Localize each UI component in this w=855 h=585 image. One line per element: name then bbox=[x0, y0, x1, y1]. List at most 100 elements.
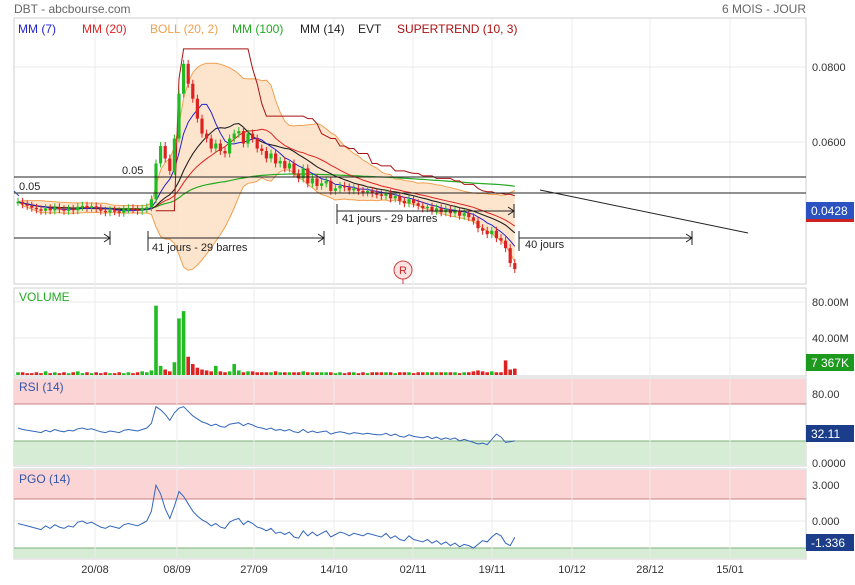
volume-bar bbox=[278, 372, 282, 375]
candle-body bbox=[375, 193, 379, 195]
candle-body bbox=[126, 208, 130, 210]
trend-line[interactable] bbox=[539, 189, 749, 234]
volume-bar bbox=[122, 373, 126, 375]
pgo-path bbox=[17, 483, 516, 549]
candle-body bbox=[108, 210, 112, 213]
rsi-tick-2: 0.0000 bbox=[812, 458, 846, 470]
x-tick-label: 15/01 bbox=[716, 564, 744, 576]
volume-bar bbox=[181, 311, 186, 375]
candle-body bbox=[393, 195, 397, 199]
candle-body bbox=[186, 63, 190, 84]
period-label[interactable]: 6 MOIS - JOUR bbox=[722, 2, 806, 16]
rsi-line bbox=[17, 405, 515, 446]
x-tick-label: 27/09 bbox=[240, 564, 268, 576]
cycle-annotation-2[interactable] bbox=[147, 231, 325, 251]
volume-bar bbox=[30, 373, 34, 375]
candle-body bbox=[94, 206, 98, 209]
volume-bar bbox=[499, 372, 503, 375]
candle-body bbox=[370, 190, 374, 194]
volume-bar bbox=[333, 373, 338, 375]
candle-body bbox=[513, 263, 517, 270]
cycle-annotation-3[interactable] bbox=[336, 204, 515, 224]
candle-body bbox=[274, 153, 278, 164]
candle-body bbox=[159, 146, 163, 164]
x-tick-label: 10/12 bbox=[558, 564, 586, 576]
volume-bar bbox=[177, 318, 181, 375]
candle-body bbox=[39, 209, 43, 211]
volume-bar bbox=[145, 372, 149, 375]
volume-bar bbox=[20, 372, 25, 375]
volume-bar bbox=[43, 371, 48, 375]
candle-body bbox=[90, 206, 94, 208]
x-tick-label: 08/09 bbox=[163, 564, 191, 576]
volume-bar bbox=[172, 362, 177, 375]
candle-body bbox=[490, 230, 494, 235]
legend-item: SUPERTREND (10, 3) bbox=[397, 22, 517, 36]
candle-body bbox=[476, 220, 480, 229]
x-tick-label: 28/12 bbox=[636, 564, 664, 576]
candle-body bbox=[246, 133, 250, 144]
candle-body bbox=[149, 199, 153, 208]
candle-body bbox=[48, 208, 52, 211]
r-marker[interactable]: R bbox=[393, 260, 413, 284]
candle-body bbox=[315, 178, 319, 186]
volume-bars bbox=[16, 305, 517, 375]
cycle-annotation-1[interactable] bbox=[14, 231, 111, 245]
candle-body bbox=[301, 168, 305, 179]
pgo-overbought-zone bbox=[14, 470, 806, 499]
volume-bar bbox=[99, 373, 103, 375]
volume-bar bbox=[462, 372, 466, 375]
price-current: 0.0428 bbox=[811, 204, 848, 218]
volume-bar bbox=[287, 372, 292, 375]
candle-body bbox=[264, 151, 268, 159]
volume-current: 7 367K bbox=[811, 356, 849, 370]
candle-body bbox=[379, 194, 383, 196]
price-tick-2: 0.0600 bbox=[812, 137, 846, 149]
cycle-label-2: 41 jours - 29 barres bbox=[342, 213, 438, 225]
r-marker-label: R bbox=[399, 265, 407, 277]
volume-bar bbox=[448, 372, 453, 375]
candle-body bbox=[384, 193, 388, 196]
volume-bar bbox=[476, 370, 480, 375]
candle-body bbox=[366, 190, 370, 193]
volume-bar bbox=[204, 370, 209, 375]
legend-item: MM (7) bbox=[18, 22, 56, 36]
candle-body bbox=[320, 183, 324, 186]
volume-bar bbox=[195, 367, 200, 375]
candle-body bbox=[269, 153, 273, 159]
candle-body bbox=[154, 163, 158, 200]
pgo-oversold-zone bbox=[14, 548, 806, 558]
candle-body bbox=[283, 160, 287, 169]
candle-body bbox=[103, 210, 107, 213]
pgo-current-badge bbox=[806, 534, 854, 551]
volume-bar bbox=[34, 372, 39, 375]
volume-bar bbox=[292, 372, 296, 375]
volume-bar bbox=[53, 372, 57, 375]
volume-bar bbox=[296, 372, 301, 375]
volume-bar bbox=[57, 373, 62, 375]
candle-body bbox=[21, 201, 25, 205]
candle-body bbox=[343, 185, 347, 188]
volume-bar bbox=[66, 373, 71, 375]
rsi-current: 32.11 bbox=[811, 427, 840, 441]
candle-body bbox=[255, 138, 259, 149]
volume-bar bbox=[347, 372, 351, 375]
pgo-tick-1: 3.000 bbox=[812, 480, 840, 492]
volume-bar bbox=[149, 370, 154, 375]
legend-item: EVT bbox=[358, 22, 382, 36]
volume-bar bbox=[131, 373, 135, 375]
volume-bar bbox=[503, 360, 508, 375]
candle-body bbox=[76, 206, 80, 211]
candle-body bbox=[251, 133, 255, 139]
bollinger-fill bbox=[18, 63, 515, 271]
volume-current-badge bbox=[806, 354, 854, 371]
candle-body bbox=[485, 230, 489, 235]
cycle-label-1: 41 jours - 29 barres bbox=[152, 242, 248, 254]
rsi-tick-1: 80.00 bbox=[812, 389, 840, 401]
legend-item: MM (100) bbox=[232, 22, 283, 36]
volume-bar bbox=[421, 372, 425, 375]
cycle-annotation-4[interactable] bbox=[518, 231, 693, 251]
candle-body bbox=[177, 93, 181, 139]
candle-body bbox=[99, 208, 103, 211]
